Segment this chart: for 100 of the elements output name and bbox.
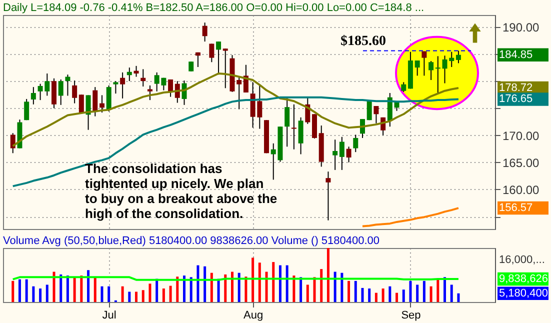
bar xyxy=(278,265,282,302)
candlestick xyxy=(456,50,461,64)
candlestick xyxy=(188,61,194,72)
bar xyxy=(224,274,227,302)
text: 156.57 xyxy=(499,202,533,214)
candlestick xyxy=(65,74,70,96)
bar xyxy=(326,248,330,302)
candlestick xyxy=(24,98,30,121)
candlestick xyxy=(236,76,242,110)
candlestick xyxy=(298,116,304,155)
bar xyxy=(190,277,192,302)
bar xyxy=(46,284,48,302)
candlestick xyxy=(92,86,98,117)
bar xyxy=(183,276,186,302)
bar xyxy=(39,288,42,302)
bar xyxy=(73,276,76,302)
candlestick xyxy=(195,52,200,68)
text: 176.65 xyxy=(499,93,533,106)
candlestick xyxy=(428,60,434,81)
bar xyxy=(430,286,432,302)
bar xyxy=(196,265,200,302)
candlestick xyxy=(113,80,118,94)
bar xyxy=(402,290,405,302)
candlestick xyxy=(209,43,214,63)
bar xyxy=(396,292,398,302)
candlestick xyxy=(126,67,132,82)
y-tick-label: 160.00 xyxy=(502,182,540,197)
bar xyxy=(210,272,213,302)
bar xyxy=(162,288,165,302)
candlestick xyxy=(332,139,338,170)
bar xyxy=(409,280,412,302)
bar xyxy=(258,262,261,302)
candlestick xyxy=(86,94,91,130)
bar xyxy=(272,262,275,302)
line-series xyxy=(361,207,460,228)
candlestick xyxy=(339,136,344,170)
candlestick xyxy=(10,132,16,154)
candlestick xyxy=(58,78,64,106)
bar xyxy=(18,279,21,302)
bar xyxy=(156,278,158,302)
candlestick xyxy=(78,94,84,114)
bar xyxy=(60,274,62,302)
bar xyxy=(265,272,268,302)
chart-title: Daily L=184.09 -0.76 -0.41% B=182.50 A=186.00 O=0.00 Hi=0.00 Lo=0.00 C=184.8 ... xyxy=(3,2,424,14)
bar xyxy=(66,276,69,302)
bar xyxy=(244,276,248,302)
candlestick xyxy=(134,65,139,78)
text: 184.85 xyxy=(499,48,533,61)
bar xyxy=(306,284,309,302)
y-tick-label: 190.00 xyxy=(502,20,540,34)
bar xyxy=(128,292,131,302)
ref-line-label: $185.60 xyxy=(340,34,386,49)
bar xyxy=(52,272,56,302)
candlestick xyxy=(140,68,146,88)
candlestick xyxy=(120,72,126,99)
bar xyxy=(12,280,14,302)
candlestick xyxy=(346,146,352,163)
bar xyxy=(313,277,316,302)
bar xyxy=(457,293,460,302)
bar xyxy=(320,269,323,302)
bar xyxy=(238,272,240,302)
bar xyxy=(176,276,179,302)
bar xyxy=(87,270,90,302)
candlestick xyxy=(312,114,318,140)
x-tick-label: Jul xyxy=(102,310,116,322)
bar xyxy=(334,272,336,302)
bar xyxy=(300,277,302,302)
candlestick xyxy=(401,82,406,92)
bar xyxy=(374,292,378,302)
bar xyxy=(142,290,144,302)
candlestick xyxy=(414,60,420,76)
bar xyxy=(368,288,371,302)
bar xyxy=(100,286,104,302)
bar xyxy=(80,276,83,302)
bar xyxy=(286,265,288,302)
y-tick-label: 165.00 xyxy=(502,156,540,170)
bar xyxy=(354,280,357,302)
candlestick xyxy=(30,86,36,105)
bar xyxy=(450,284,453,302)
bar xyxy=(32,286,35,302)
bar xyxy=(252,258,254,302)
text: 9,838,626 xyxy=(499,273,548,286)
candlestick xyxy=(52,78,56,109)
bar xyxy=(108,286,110,302)
bar xyxy=(388,286,392,302)
bar xyxy=(348,280,350,302)
candlestick xyxy=(216,41,222,76)
bar xyxy=(25,279,28,302)
x-tick-label: Aug xyxy=(244,310,264,322)
bar xyxy=(436,279,440,302)
bar xyxy=(340,272,344,302)
candlestick xyxy=(326,171,331,221)
chart-title: Volume Avg (50,50,blue,Red) 5180400.00 9838626.00 Volume () 5180400.00 xyxy=(3,235,380,247)
bar xyxy=(217,278,220,302)
bar xyxy=(230,272,234,302)
candlestick xyxy=(222,48,228,89)
bar xyxy=(169,286,172,302)
annotation: The consolidation has tightented up nicely. We plan to buy on a breakout above the high of the consolidation. xyxy=(85,161,278,221)
bar xyxy=(361,288,364,302)
bar xyxy=(204,266,206,302)
